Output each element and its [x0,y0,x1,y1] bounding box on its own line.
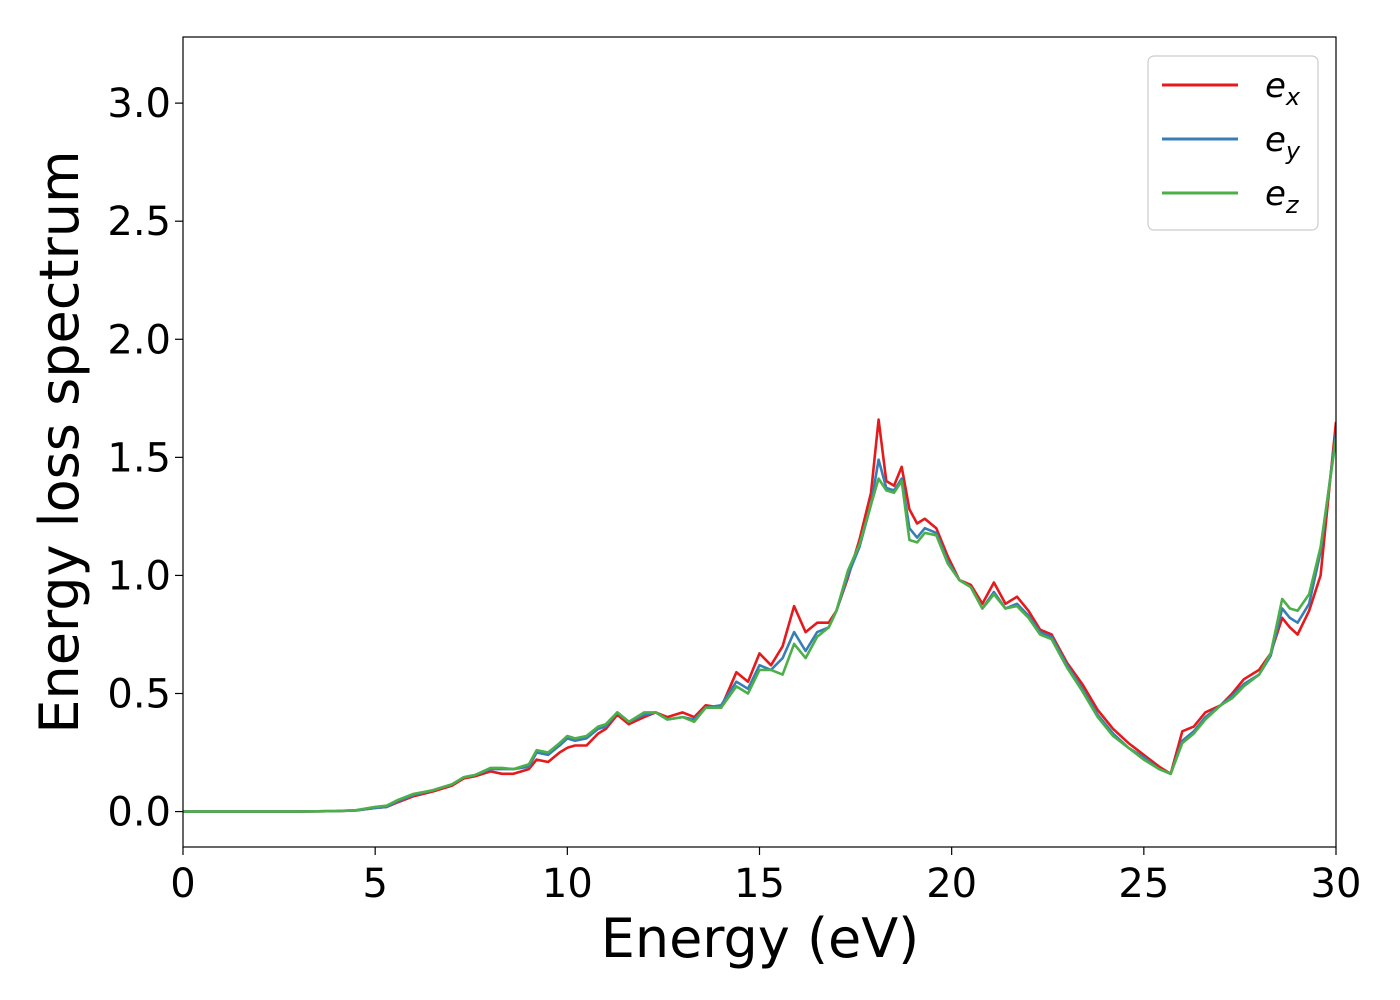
y-tick-label: 0.0 [107,790,171,836]
y-tick-label: 2.5 [107,199,171,245]
y-tick-label: 1.5 [107,435,171,481]
legend-label-e_z: ez [1265,174,1300,219]
y-tick-label: 3.0 [107,81,171,127]
series-group [183,418,1336,813]
x-tick-label: 25 [1118,861,1169,907]
y-axis-label: Energy loss spectrum [28,150,91,733]
y-tick-label: 2.0 [107,317,171,363]
y-tick-label: 0.5 [107,672,171,718]
legend-subscript: z [1285,191,1300,219]
legend-subscript: y [1285,137,1301,165]
x-tick-label: 20 [926,861,977,907]
series-line-e_z [183,438,1336,813]
legend-box [1147,55,1319,231]
y-tick-label: 1.0 [107,553,171,599]
x-tick-label: 10 [542,861,593,907]
x-axis-label: Energy (eV) [601,907,920,970]
series-line-e_x [183,418,1336,813]
x-tick-label: 30 [1311,861,1362,907]
x-tick-label: 5 [362,861,387,907]
y-axis: 0.0 0.5 1.0 1.5 2.0 2.5 3.0 [107,81,183,836]
x-axis: 0 5 10 15 20 25 30 [170,847,1361,907]
x-tick-label: 15 [734,861,785,907]
x-tick-label: 0 [170,861,195,907]
series-line-e_y [183,433,1336,813]
legend-subscript: x [1285,83,1301,111]
